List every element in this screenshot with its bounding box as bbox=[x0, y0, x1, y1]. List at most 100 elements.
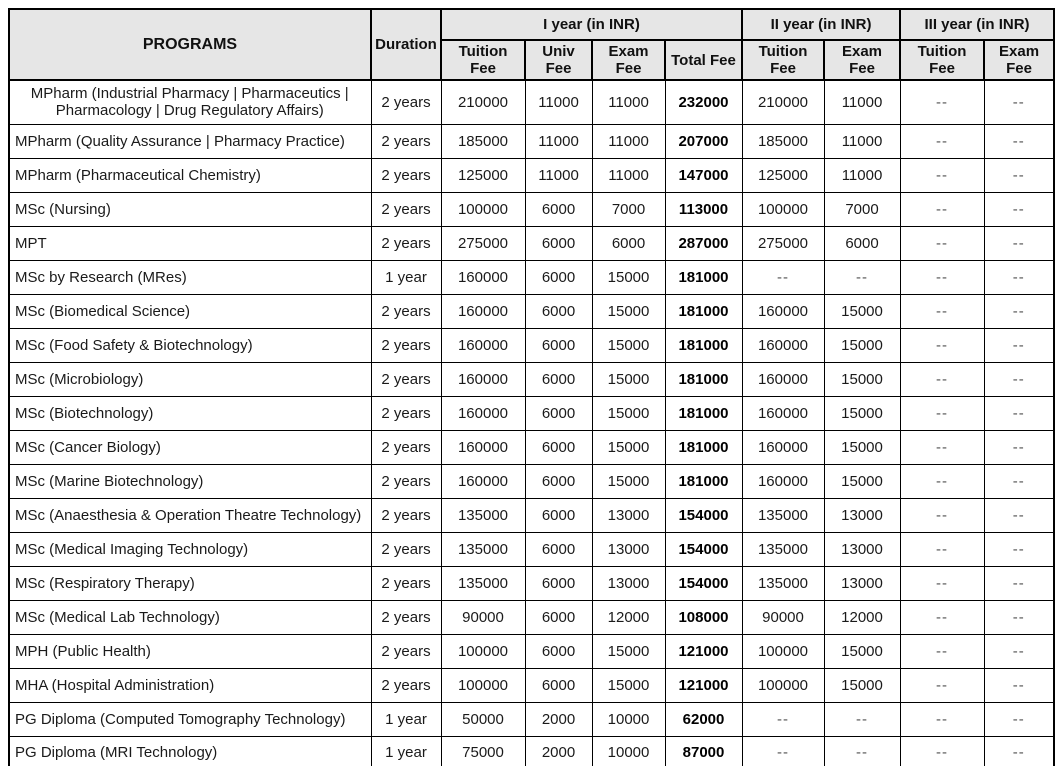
cell-y1-total: 207000 bbox=[664, 123, 743, 159]
cell-y2-exam: 11000 bbox=[823, 123, 901, 159]
table-row: MSc (Medical Imaging Technology) 2 years 1… bbox=[8, 531, 1055, 567]
cell-y2-tuition: 160000 bbox=[741, 395, 825, 431]
cell-y3-tuition: -- bbox=[899, 361, 985, 397]
cell-duration: 1 year bbox=[370, 701, 442, 737]
cell-y1-univ: 11000 bbox=[524, 79, 593, 125]
cell-duration: 2 years bbox=[370, 225, 442, 261]
cell-y3-exam: -- bbox=[983, 361, 1055, 397]
cell-program: MSc (Marine Biotechnology) bbox=[8, 463, 372, 499]
cell-y2-tuition: -- bbox=[741, 701, 825, 737]
table-row: MSc (Microbiology) 2 years 160000 6000 15000… bbox=[8, 361, 1055, 397]
table-row: MSc (Respiratory Therapy) 2 years 135000 60… bbox=[8, 565, 1055, 601]
cell-y2-tuition: 100000 bbox=[741, 633, 825, 669]
header-year2-group: II year (in INR) bbox=[740, 8, 902, 41]
cell-y1-total: 147000 bbox=[664, 157, 743, 193]
cell-y2-tuition: 160000 bbox=[741, 327, 825, 363]
cell-program: MSc (Biotechnology) bbox=[8, 395, 372, 431]
cell-y3-tuition: -- bbox=[899, 395, 985, 431]
cell-y1-univ: 2000 bbox=[524, 735, 593, 766]
cell-y1-total: 154000 bbox=[664, 531, 743, 567]
cell-y1-exam: 15000 bbox=[591, 463, 666, 499]
cell-y1-tuition: 160000 bbox=[440, 395, 526, 431]
table-row: MSc (Cancer Biology) 2 years 160000 6000 150… bbox=[8, 429, 1055, 465]
cell-y1-exam: 6000 bbox=[591, 225, 666, 261]
cell-duration: 2 years bbox=[370, 395, 442, 431]
cell-y3-tuition: -- bbox=[899, 667, 985, 703]
cell-y1-univ: 6000 bbox=[524, 497, 593, 533]
cell-y2-exam: 13000 bbox=[823, 565, 901, 601]
cell-y3-tuition: -- bbox=[899, 79, 985, 125]
cell-y1-tuition: 75000 bbox=[440, 735, 526, 766]
cell-y1-exam: 10000 bbox=[591, 701, 666, 737]
cell-y1-tuition: 135000 bbox=[440, 497, 526, 533]
cell-y2-tuition: 135000 bbox=[741, 565, 825, 601]
cell-y3-exam: -- bbox=[983, 565, 1055, 601]
cell-y2-exam: 6000 bbox=[823, 225, 901, 261]
cell-y1-univ: 11000 bbox=[524, 157, 593, 193]
cell-y2-tuition: 185000 bbox=[741, 123, 825, 159]
cell-y3-exam: -- bbox=[983, 157, 1055, 193]
cell-y3-tuition: -- bbox=[899, 531, 985, 567]
cell-program: MPharm (Industrial Pharmacy | Pharmaceut… bbox=[8, 79, 372, 125]
cell-y3-exam: -- bbox=[983, 599, 1055, 635]
cell-y1-total: 108000 bbox=[664, 599, 743, 635]
cell-y2-exam: 15000 bbox=[823, 327, 901, 363]
cell-y2-exam: 7000 bbox=[823, 191, 901, 227]
table-row: MPH (Public Health) 2 years 100000 6000 1500… bbox=[8, 633, 1055, 669]
cell-duration: 2 years bbox=[370, 565, 442, 601]
cell-y1-tuition: 160000 bbox=[440, 327, 526, 363]
cell-y3-tuition: -- bbox=[899, 429, 985, 465]
table-row: MSc (Medical Lab Technology) 2 years 90000… bbox=[8, 599, 1055, 635]
table-header: PROGRAMS Duration I year (in INR) II yea… bbox=[8, 8, 1056, 81]
cell-y1-total: 154000 bbox=[664, 565, 743, 601]
cell-y2-exam: 13000 bbox=[823, 497, 901, 533]
cell-y3-exam: -- bbox=[983, 735, 1055, 766]
cell-y2-tuition: 160000 bbox=[741, 463, 825, 499]
table-row: MPharm (Pharmaceutical Chemistry) 2 years… bbox=[8, 157, 1055, 193]
cell-y3-tuition: -- bbox=[899, 191, 985, 227]
cell-y1-total: 62000 bbox=[664, 701, 743, 737]
cell-y3-tuition: -- bbox=[899, 225, 985, 261]
cell-y1-exam: 13000 bbox=[591, 565, 666, 601]
cell-y1-total: 181000 bbox=[664, 259, 743, 295]
cell-y3-exam: -- bbox=[983, 497, 1055, 533]
cell-duration: 2 years bbox=[370, 361, 442, 397]
cell-y1-univ: 6000 bbox=[524, 293, 593, 329]
table-row: MSc (Biomedical Science) 2 years 160000 600… bbox=[8, 293, 1055, 329]
cell-y2-exam: -- bbox=[823, 259, 901, 295]
cell-y1-total: 181000 bbox=[664, 361, 743, 397]
cell-y1-tuition: 160000 bbox=[440, 463, 526, 499]
cell-y1-tuition: 100000 bbox=[440, 667, 526, 703]
cell-y1-tuition: 185000 bbox=[440, 123, 526, 159]
table-row: MSc (Food Safety & Biotechnology) 2 years… bbox=[8, 327, 1055, 363]
cell-y1-total: 121000 bbox=[664, 633, 743, 669]
cell-duration: 2 years bbox=[370, 497, 442, 533]
cell-y3-tuition: -- bbox=[899, 123, 985, 159]
header-y1-tuition-fee: Tuition Fee bbox=[440, 39, 526, 81]
cell-program: MSc (Biomedical Science) bbox=[8, 293, 372, 329]
cell-y1-exam: 7000 bbox=[591, 191, 666, 227]
cell-y2-exam: 15000 bbox=[823, 429, 901, 465]
cell-y1-total: 181000 bbox=[664, 327, 743, 363]
table-row: MPharm (Industrial Pharmacy | Pharmaceut… bbox=[8, 79, 1055, 125]
cell-y1-exam: 15000 bbox=[591, 429, 666, 465]
cell-y2-tuition: 160000 bbox=[741, 361, 825, 397]
cell-y1-total: 87000 bbox=[664, 735, 743, 766]
cell-y3-tuition: -- bbox=[899, 633, 985, 669]
cell-y2-tuition: 275000 bbox=[741, 225, 825, 261]
cell-duration: 2 years bbox=[370, 123, 442, 159]
cell-y1-tuition: 90000 bbox=[440, 599, 526, 635]
cell-y1-exam: 15000 bbox=[591, 259, 666, 295]
cell-y3-exam: -- bbox=[983, 531, 1055, 567]
table-row: PG Diploma (Computed Tomography Technolo… bbox=[8, 701, 1055, 737]
cell-y3-tuition: -- bbox=[899, 293, 985, 329]
cell-duration: 2 years bbox=[370, 599, 442, 635]
cell-y1-exam: 13000 bbox=[591, 531, 666, 567]
cell-y2-tuition: 135000 bbox=[741, 531, 825, 567]
cell-y2-tuition: 90000 bbox=[741, 599, 825, 635]
cell-y3-tuition: -- bbox=[899, 157, 985, 193]
cell-y3-tuition: -- bbox=[899, 701, 985, 737]
cell-program: MSc by Research (MRes) bbox=[8, 259, 372, 295]
cell-y1-total: 181000 bbox=[664, 429, 743, 465]
